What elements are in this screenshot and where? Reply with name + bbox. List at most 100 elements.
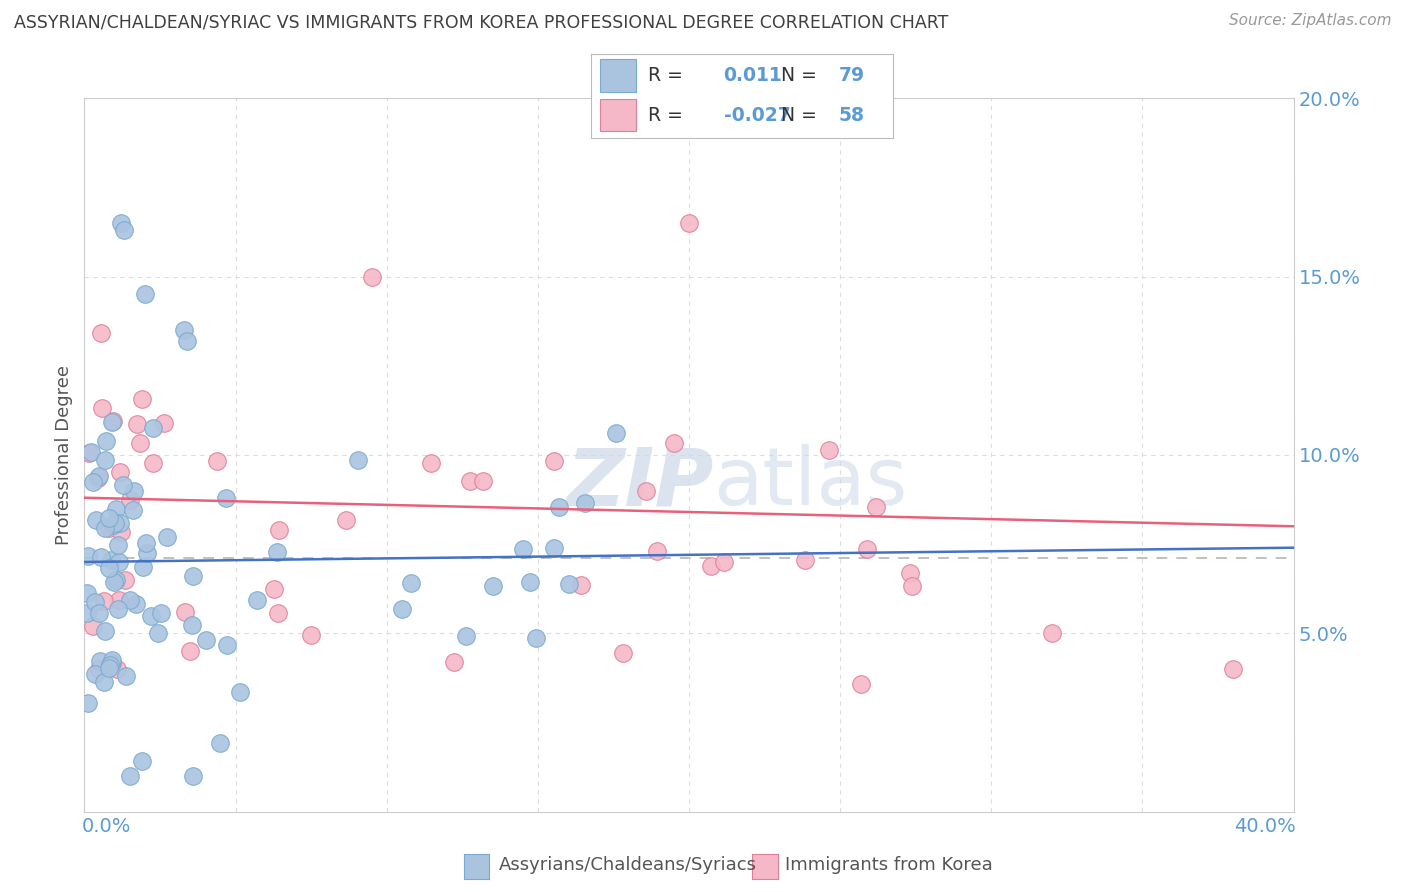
Point [125,417,148,431]
Point [118,593,141,607]
Point [818,442,841,457]
Point [173,323,195,337]
Point [443,655,465,669]
Point [76,606,98,620]
Point [481,579,503,593]
Point [543,454,565,468]
Bar [599,60,636,92]
Point [139,608,162,623]
Point [713,555,735,569]
Point [472,474,495,488]
Text: ASSYRIAN/CHALDEAN/SYRIAC VS IMMIGRANTS FROM KOREA PROFESSIONAL DEGREE CORRELATIO: ASSYRIAN/CHALDEAN/SYRIAC VS IMMIGRANTS F… [14,13,949,31]
Point [901,579,924,593]
Point [98,511,121,525]
Point [112,223,135,237]
Point [458,474,481,488]
Point [391,602,413,616]
Point [898,566,921,580]
Point [131,392,153,406]
Point [645,543,668,558]
Point [209,736,232,750]
Point [86,471,108,485]
Point [110,216,132,230]
Point [110,465,132,479]
Point [101,414,124,428]
Text: -0.027: -0.027 [724,106,790,125]
Point [360,269,382,284]
Point [347,453,370,467]
Point [107,602,129,616]
Point [524,631,547,645]
Text: ZIP: ZIP [565,444,713,523]
Point [100,415,122,429]
Point [100,657,122,671]
Point [97,661,120,675]
Point [111,478,134,492]
Y-axis label: Professional Degree: Professional Degree [55,365,73,545]
Point [152,416,174,430]
Point [77,445,100,459]
Point [456,629,478,643]
Point [80,445,103,459]
Point [299,628,322,642]
Point [512,542,534,557]
Point [176,334,198,348]
Point [83,595,105,609]
Text: 0.0%: 0.0% [82,817,131,837]
Point [548,500,571,515]
Point [134,287,156,301]
Point [103,574,125,589]
Point [82,475,104,489]
Point [543,541,565,555]
Point [100,552,122,566]
Point [104,516,127,531]
Point [207,454,229,468]
Text: 0.011: 0.011 [724,66,782,85]
Point [118,769,141,783]
Text: 58: 58 [838,106,865,125]
Point [180,618,202,632]
Point [101,652,124,666]
Point [131,560,153,574]
Point [183,569,205,583]
Point [519,574,541,589]
Point [104,574,127,588]
Point [263,582,285,596]
Point [267,606,290,620]
Point [77,549,100,563]
Point [94,624,117,638]
Text: 40.0%: 40.0% [1234,817,1296,837]
Text: Assyrians/Chaldeans/Syriacs: Assyrians/Chaldeans/Syriacs [499,856,756,874]
Point [150,606,173,620]
Point [122,503,145,517]
Text: N =: N = [780,66,817,85]
Point [267,523,290,537]
Point [174,605,197,619]
Point [104,502,127,516]
Point [97,521,120,535]
Point [110,516,132,531]
Point [101,518,124,533]
Text: Immigrants from Korea: Immigrants from Korea [785,856,993,874]
Point [419,456,441,470]
Point [125,597,148,611]
Point [215,491,238,506]
Point [94,521,117,535]
Text: Source: ZipAtlas.com: Source: ZipAtlas.com [1229,13,1392,29]
Point [856,541,879,556]
Point [142,456,165,470]
Text: R =: R = [648,106,683,125]
Point [142,421,165,435]
Point [156,530,179,544]
Point [148,625,170,640]
Point [107,538,129,552]
Point [181,769,204,783]
Text: N =: N = [780,106,817,125]
Point [110,525,132,540]
Point [124,483,146,498]
Point [93,674,115,689]
Point [90,549,112,564]
Point [107,662,129,676]
Point [82,619,104,633]
Point [131,754,153,768]
